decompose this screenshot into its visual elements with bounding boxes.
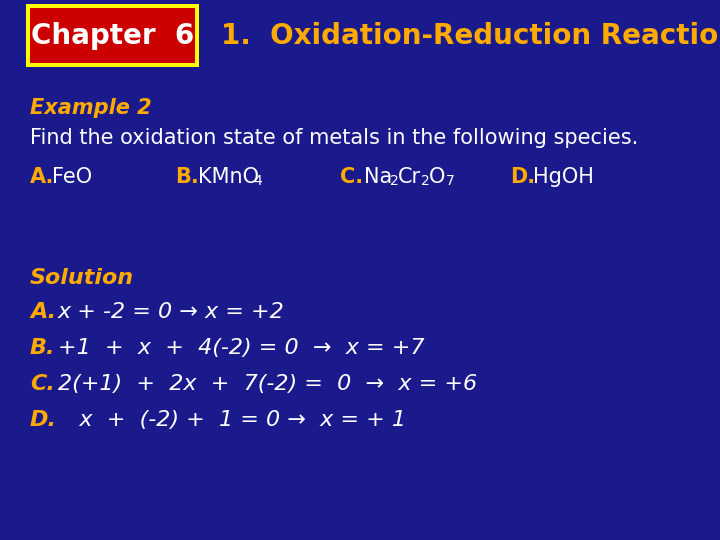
Text: A.: A. <box>30 167 55 187</box>
Text: Solution: Solution <box>30 268 134 288</box>
Text: 4: 4 <box>253 174 262 188</box>
Text: +1  +  x  +  4(-2) = 0  →  x = +7: +1 + x + 4(-2) = 0 → x = +7 <box>58 338 425 358</box>
Text: FeO: FeO <box>52 167 92 187</box>
Text: Find the oxidation state of metals in the following species.: Find the oxidation state of metals in th… <box>30 128 638 148</box>
Text: Chapter  6: Chapter 6 <box>31 22 194 50</box>
Text: KMnO: KMnO <box>198 167 259 187</box>
Text: A.: A. <box>30 302 56 322</box>
Text: Cr: Cr <box>398 167 421 187</box>
Text: Example 2: Example 2 <box>30 98 152 118</box>
FancyBboxPatch shape <box>30 8 195 63</box>
Text: C.: C. <box>30 374 55 394</box>
Text: O: O <box>429 167 446 187</box>
Text: 2(+1)  +  2x  +  7(-2) =  0  →  x = +6: 2(+1) + 2x + 7(-2) = 0 → x = +6 <box>58 374 477 394</box>
Text: Na: Na <box>364 167 392 187</box>
Text: 1.  Oxidation-Reduction Reactions: 1. Oxidation-Reduction Reactions <box>221 22 720 50</box>
Text: D.: D. <box>510 167 535 187</box>
Text: C.: C. <box>340 167 363 187</box>
Text: x + -2 = 0 → x = +2: x + -2 = 0 → x = +2 <box>58 302 284 322</box>
FancyBboxPatch shape <box>26 4 199 67</box>
Text: D.: D. <box>30 410 57 430</box>
Text: x  +  (-2) +  1 = 0 →  x = + 1: x + (-2) + 1 = 0 → x = + 1 <box>58 410 406 430</box>
Text: 7: 7 <box>446 174 455 188</box>
Text: 2: 2 <box>390 174 399 188</box>
Text: HgOH: HgOH <box>533 167 594 187</box>
Text: B.: B. <box>30 338 55 358</box>
Text: 2: 2 <box>421 174 430 188</box>
Text: B.: B. <box>175 167 199 187</box>
